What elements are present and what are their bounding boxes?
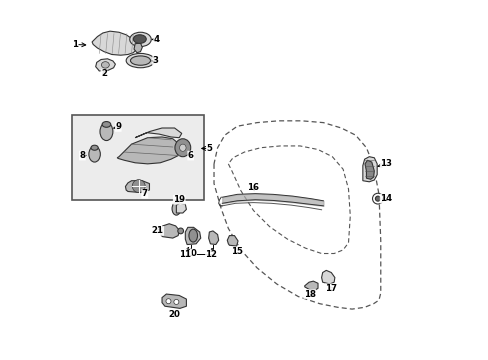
Polygon shape bbox=[227, 235, 238, 246]
Text: 4: 4 bbox=[153, 35, 160, 44]
Ellipse shape bbox=[375, 196, 380, 201]
Polygon shape bbox=[176, 203, 186, 213]
FancyBboxPatch shape bbox=[72, 116, 204, 200]
Text: 6: 6 bbox=[187, 151, 193, 160]
Ellipse shape bbox=[89, 146, 100, 162]
Ellipse shape bbox=[165, 299, 171, 304]
Polygon shape bbox=[96, 59, 115, 71]
Text: 12: 12 bbox=[205, 250, 217, 259]
Text: 14: 14 bbox=[379, 194, 391, 203]
Polygon shape bbox=[364, 160, 373, 179]
Text: 21: 21 bbox=[151, 226, 163, 235]
Ellipse shape bbox=[132, 180, 145, 193]
Polygon shape bbox=[185, 227, 201, 244]
Ellipse shape bbox=[175, 139, 190, 157]
Text: 9: 9 bbox=[115, 122, 121, 131]
Polygon shape bbox=[134, 43, 142, 53]
Text: 2: 2 bbox=[101, 69, 107, 78]
Ellipse shape bbox=[174, 300, 179, 305]
Ellipse shape bbox=[130, 56, 150, 65]
Polygon shape bbox=[160, 224, 179, 238]
Ellipse shape bbox=[178, 228, 183, 234]
Ellipse shape bbox=[91, 145, 98, 150]
Ellipse shape bbox=[100, 123, 113, 140]
Ellipse shape bbox=[102, 122, 110, 127]
Polygon shape bbox=[321, 270, 334, 284]
Text: 5: 5 bbox=[206, 144, 212, 153]
Text: 11: 11 bbox=[179, 250, 191, 259]
Ellipse shape bbox=[101, 62, 109, 68]
Ellipse shape bbox=[133, 35, 146, 43]
Ellipse shape bbox=[179, 144, 185, 151]
Text: 19: 19 bbox=[173, 195, 185, 204]
Ellipse shape bbox=[126, 53, 155, 68]
Polygon shape bbox=[117, 137, 182, 164]
Text: 8: 8 bbox=[79, 151, 85, 160]
Polygon shape bbox=[304, 281, 317, 291]
Text: 13: 13 bbox=[379, 159, 391, 168]
Text: 15: 15 bbox=[230, 247, 242, 256]
Ellipse shape bbox=[372, 193, 383, 204]
Ellipse shape bbox=[129, 32, 151, 46]
Text: 18: 18 bbox=[303, 289, 315, 298]
Text: 20: 20 bbox=[168, 310, 180, 319]
Text: 17: 17 bbox=[325, 284, 337, 293]
Polygon shape bbox=[162, 294, 186, 309]
Text: 3: 3 bbox=[152, 57, 158, 66]
Text: 7: 7 bbox=[142, 189, 147, 198]
Text: 16: 16 bbox=[247, 183, 259, 192]
Text: 1: 1 bbox=[72, 40, 78, 49]
Polygon shape bbox=[92, 31, 137, 55]
Polygon shape bbox=[125, 181, 149, 193]
Polygon shape bbox=[362, 157, 376, 182]
Ellipse shape bbox=[188, 229, 197, 242]
Text: 10: 10 bbox=[184, 249, 196, 258]
Polygon shape bbox=[208, 231, 218, 244]
Polygon shape bbox=[135, 128, 182, 138]
Ellipse shape bbox=[172, 202, 180, 215]
